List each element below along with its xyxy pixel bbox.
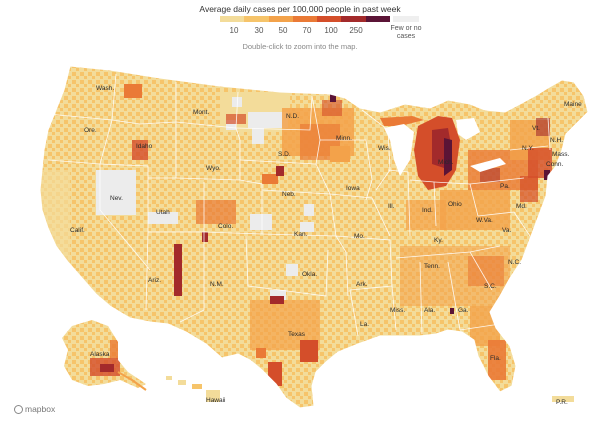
state-label-wis: Wis. [378, 145, 391, 152]
mapbox-logo-icon [14, 404, 23, 414]
scale-tick: 250 [349, 26, 363, 35]
state-label-wva: W.Va. [476, 217, 493, 224]
zoom-hint: Double-click to zoom into the map. [242, 42, 358, 51]
state-label-mass: Mass. [552, 151, 570, 158]
state-label-kan: Kan. [294, 231, 308, 238]
lake-huron [456, 118, 480, 140]
state-label-md: Md. [516, 203, 527, 210]
state-label-conn: Conn. [546, 161, 564, 168]
scale-bin-7 [365, 16, 390, 22]
state-label-miss: Miss. [390, 307, 405, 314]
state-label-hawaii: Hawaii [206, 397, 226, 404]
state-labels: Wash. Ore. Calif. Nev. Idaho Mont. Wyo. … [70, 85, 582, 406]
scale-bin-3 [268, 16, 293, 22]
state-label-mo: Mo. [354, 233, 365, 240]
state-label-nev: Nev. [110, 195, 123, 202]
state-label-nm: N.M. [210, 281, 224, 288]
state-label-maine: Maine [564, 101, 582, 108]
scale-tick: 50 [278, 26, 288, 35]
no-cases-label: Few or no cases [390, 25, 422, 40]
state-label-calif: Calif. [70, 227, 85, 234]
state-label-colo: Colo. [218, 223, 233, 230]
state-label-ind: Ind. [422, 207, 433, 214]
state-label-ore: Ore. [84, 127, 97, 134]
scale-bin-4 [292, 16, 318, 22]
state-label-tenn: Tenn. [424, 263, 440, 270]
state-label-sd: S.D. [278, 151, 291, 158]
state-label-wyo: Wyo. [206, 165, 221, 172]
color-scale [220, 16, 390, 22]
state-label-la: La. [360, 321, 369, 328]
state-label-nd: N.D. [286, 113, 299, 120]
legend-title: Average daily cases per 100,000 people i… [199, 4, 401, 14]
state-label-ariz: Ariz. [148, 277, 161, 284]
lake-erie [470, 158, 506, 172]
mapbox-attribution[interactable]: mapbox [14, 404, 55, 414]
state-label-ga: Ga. [458, 307, 469, 314]
state-label-ohio: Ohio [448, 201, 462, 208]
state-label-idaho: Idaho [136, 143, 153, 150]
state-label-ky: Ky. [434, 237, 443, 244]
state-label-mont: Mont. [193, 109, 209, 116]
scale-bin-1 [220, 16, 245, 22]
puerto-rico-shape [552, 396, 574, 402]
state-label-ill: Ill. [388, 203, 395, 210]
state-label-ark: Ark. [356, 281, 368, 288]
mapbox-label: mapbox [25, 404, 56, 414]
state-label-neb: Neb. [282, 191, 296, 198]
legend-top-bar [240, 0, 390, 3]
state-label-sc: S.C. [484, 283, 497, 290]
scale-bin-6 [341, 16, 366, 22]
scale-tick: 70 [302, 26, 312, 35]
no-cases-swatch [393, 16, 419, 22]
state-label-pr: P.R. [556, 399, 568, 406]
state-label-iowa: Iowa [346, 185, 360, 192]
state-label-texas: Texas [288, 331, 306, 338]
hawaii-shape [166, 376, 220, 402]
state-label-alaska: Alaska [90, 351, 110, 358]
state-borders [47, 73, 551, 337]
state-label-okla: Okla. [302, 271, 317, 278]
state-label-ala: Ala. [424, 307, 435, 314]
state-label-wash: Wash. [96, 85, 114, 92]
scale-bin-5 [317, 16, 342, 22]
scale-tick: 100 [324, 26, 338, 35]
scale-bin-2 [244, 16, 269, 22]
scale-tick: 30 [254, 26, 264, 35]
lake-michigan [384, 124, 414, 176]
state-label-fla: Fla. [490, 355, 501, 362]
scale-tick: 10 [229, 26, 239, 35]
state-label-ny: N.Y. [522, 145, 534, 152]
state-label-utah: Utah [156, 209, 170, 216]
state-label-nh: N.H. [550, 137, 563, 144]
state-label-mich: Mich. [438, 159, 454, 166]
state-label-minn: Minn. [336, 135, 352, 142]
state-label-pa: Pa. [500, 183, 510, 190]
state-label-vt: Vt. [532, 125, 540, 132]
state-label-va: Va. [502, 227, 511, 234]
state-label-nc: N.C. [508, 259, 521, 266]
